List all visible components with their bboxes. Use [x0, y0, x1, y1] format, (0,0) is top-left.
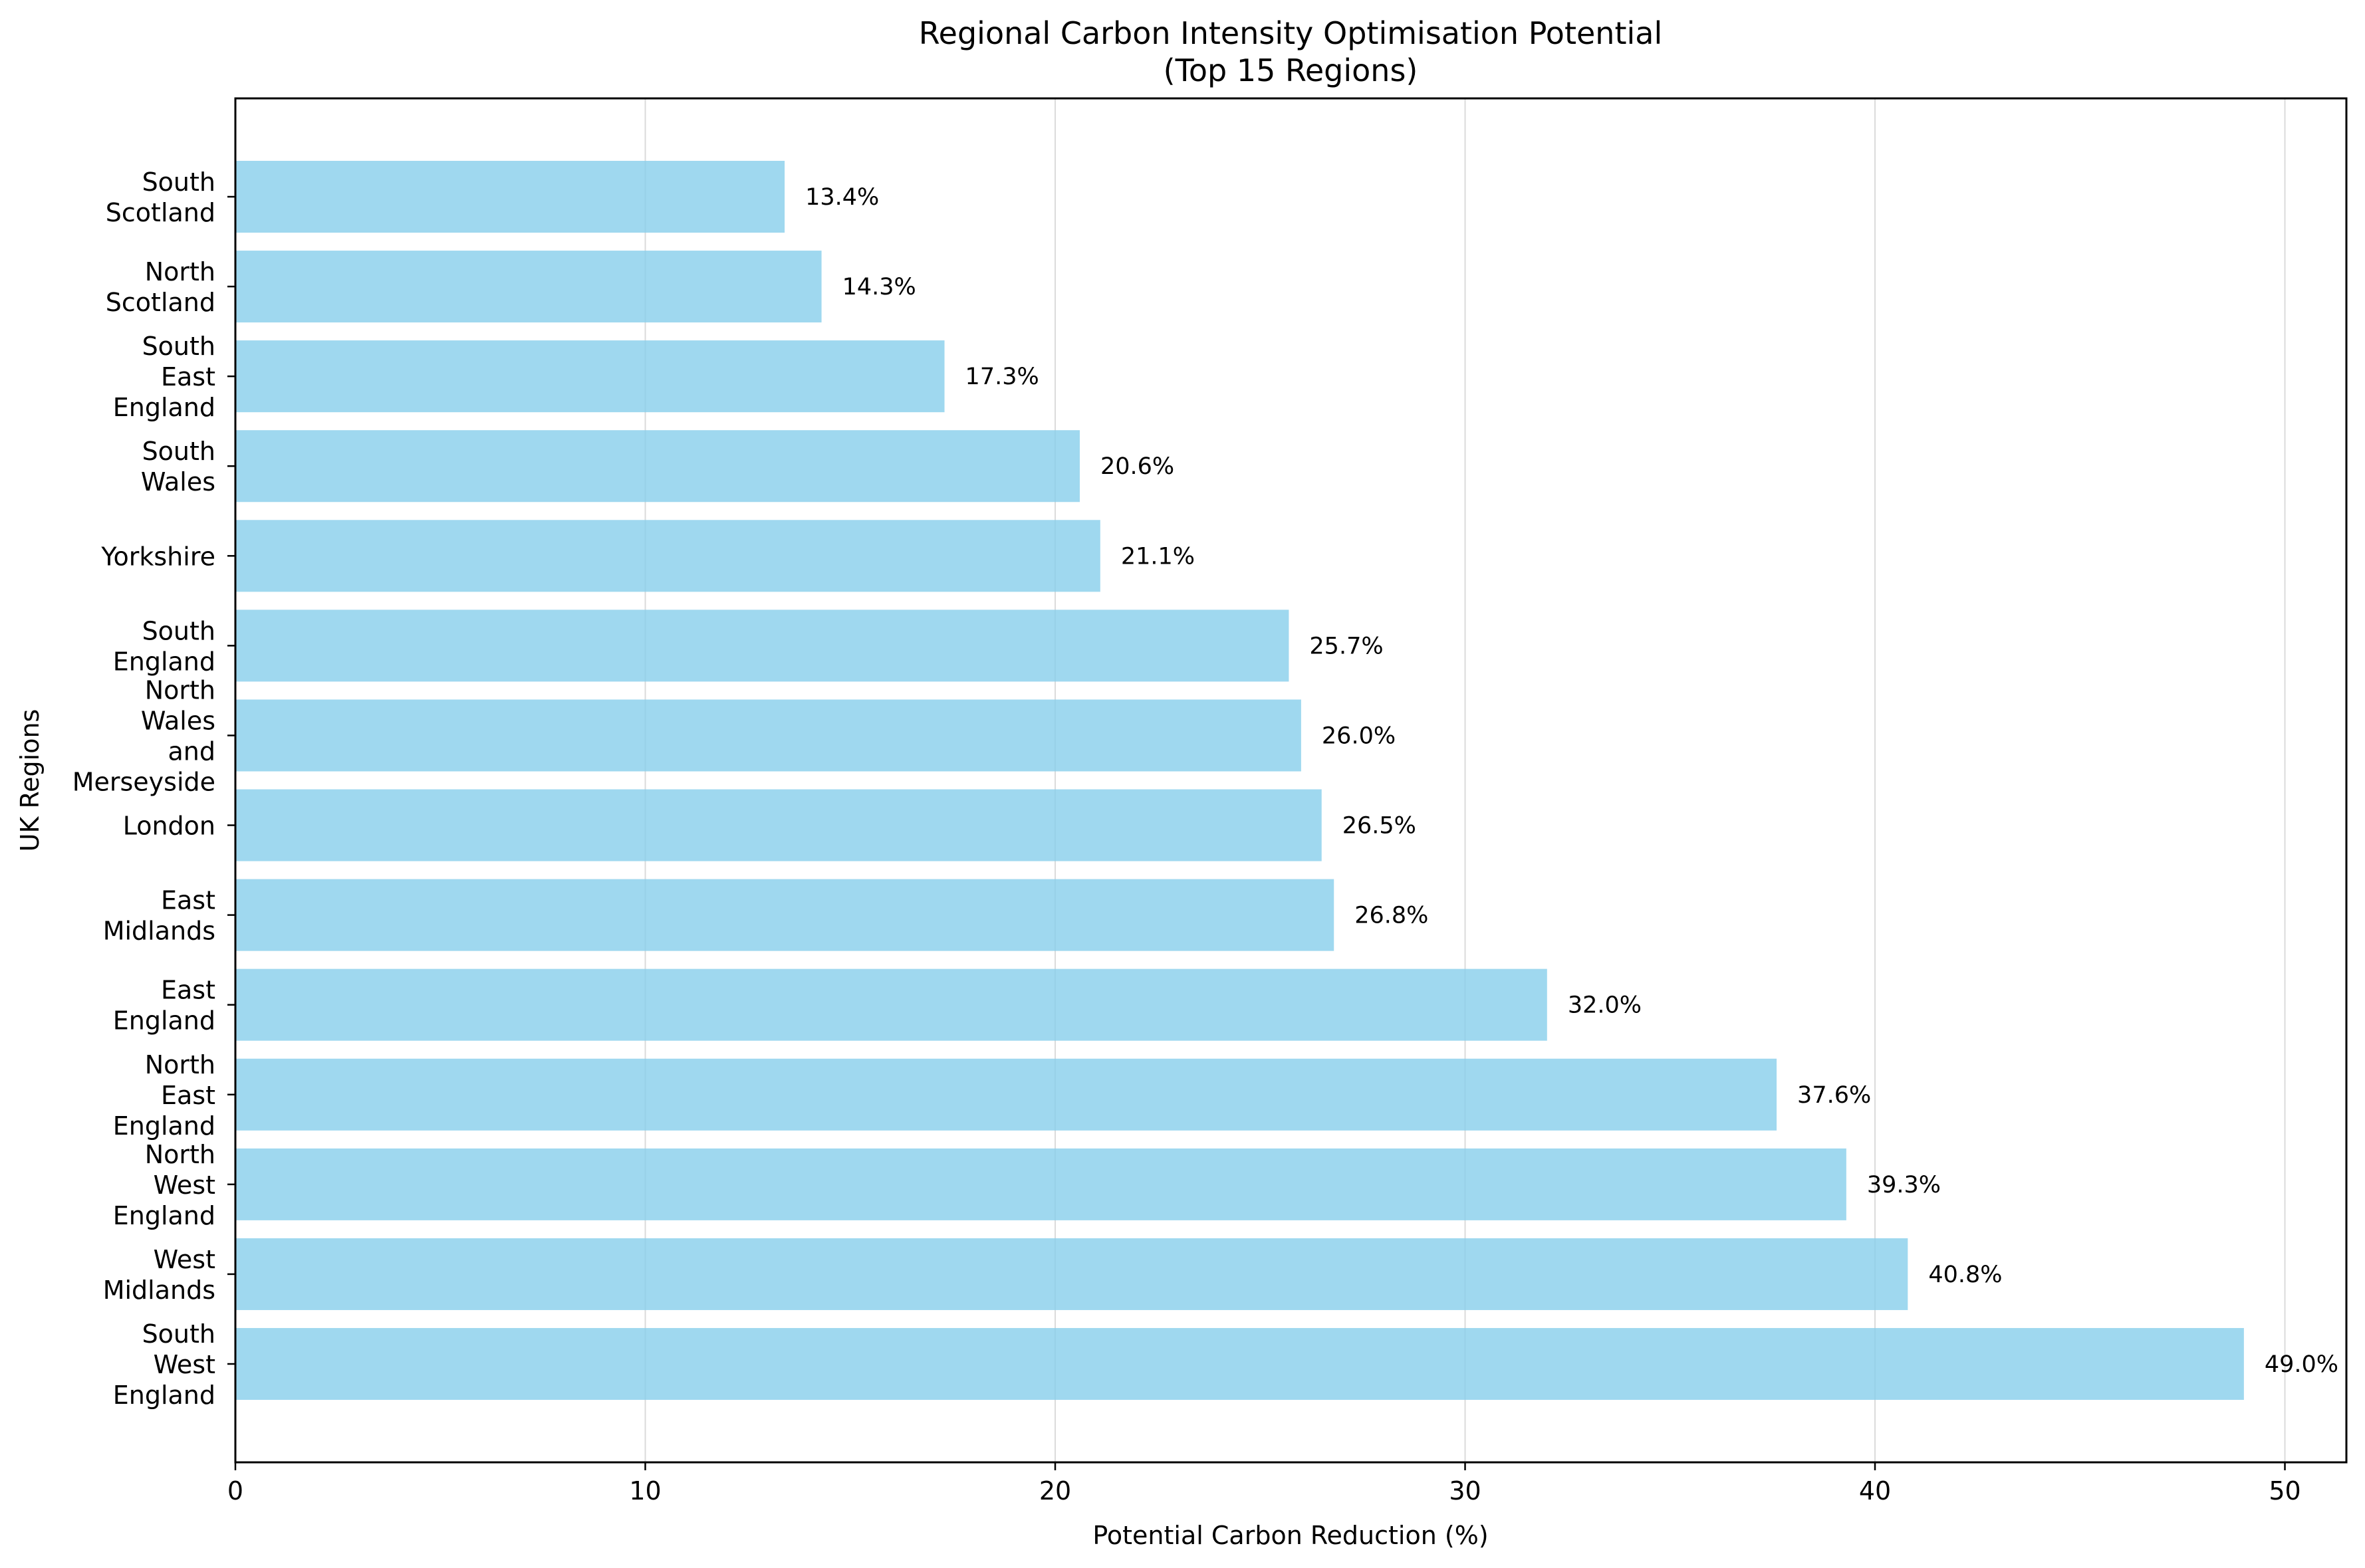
y-tick-label: North Scotland [106, 257, 215, 317]
bar-value-label: 14.3% [842, 274, 916, 300]
y-tick-label-line: West [154, 1350, 215, 1379]
y-tick-label: London [123, 812, 215, 841]
y-tick-label-line: Midlands [103, 917, 215, 946]
y-tick-label: South Scotland [106, 168, 215, 227]
x-axis-ticks: 0 10 20 30 40 50 [227, 1462, 2301, 1506]
y-tick-label: East Midlands [103, 886, 215, 946]
y-tick-label-line: and [168, 736, 216, 766]
bar [235, 430, 1080, 503]
x-tick-label: 0 [227, 1476, 243, 1506]
y-tick-label: North West England [113, 1140, 215, 1230]
y-tick-label-line: Midlands [103, 1276, 215, 1305]
bar [235, 789, 1322, 861]
y-tick-label-line: West [154, 1171, 215, 1200]
plot-frame [234, 97, 2348, 1464]
bar-value-label: 40.8% [1928, 1262, 2002, 1288]
y-tick-label-line: East [161, 362, 215, 392]
bar [235, 1327, 2244, 1400]
bar-value-label: 32.0% [1568, 992, 1642, 1019]
bar-value-label: 20.6% [1100, 453, 1174, 480]
bar-value-label: 26.0% [1322, 723, 1396, 749]
y-tick-label: North Wales and Merseyside [72, 675, 215, 796]
bar-value-label: 21.1% [1121, 543, 1195, 570]
bar-value-label: 17.3% [965, 364, 1039, 390]
bar-value-label: 25.7% [1309, 633, 1383, 659]
bar [235, 968, 1547, 1041]
y-tick-label-line: West [154, 1245, 215, 1274]
x-tick-label: 40 [1859, 1476, 1891, 1506]
y-tick-label: East England [113, 976, 215, 1036]
y-tick-label: South England [113, 616, 215, 676]
bar-value-label: 49.0% [2265, 1351, 2338, 1378]
bar [235, 340, 945, 413]
y-tick-label-line: London [123, 812, 215, 841]
y-tick-label-line: East [161, 976, 215, 1005]
bar [235, 1238, 1908, 1310]
bar [235, 160, 785, 233]
y-tick-label: Yorkshire [100, 542, 215, 571]
y-axis-label: UK Regions [15, 709, 45, 852]
bar [235, 251, 822, 323]
bar-value-label: 39.3% [1867, 1172, 1941, 1198]
y-tick-label-line: South [142, 332, 215, 361]
x-tick-label: 20 [1039, 1476, 1071, 1506]
chart-subtitle: (Top 15 Regions) [1164, 53, 1418, 88]
y-tick-label: South West England [113, 1319, 215, 1410]
y-tick-label: West Midlands [103, 1245, 215, 1305]
y-tick-label-line: England [113, 647, 215, 676]
y-tick-label-line: East [161, 886, 215, 915]
y-tick-label-line: Scotland [106, 198, 215, 227]
y-tick-label-line: North [145, 1050, 215, 1079]
bar [235, 520, 1100, 592]
y-tick-label-line: North [145, 675, 215, 705]
chart-title: Regional Carbon Intensity Optimisation P… [919, 15, 1662, 51]
bar-value-label: 26.8% [1354, 903, 1428, 929]
y-tick-label-line: North [145, 257, 215, 286]
y-tick-label-line: Merseyside [72, 767, 215, 796]
y-tick-label-line: England [113, 393, 215, 422]
y-tick-label: South East England [113, 332, 215, 422]
bar-value-label: 13.4% [805, 184, 879, 211]
y-tick-label-line: South [142, 616, 215, 645]
y-tick-label: South Wales [141, 437, 215, 497]
y-tick-label-line: Wales [141, 467, 215, 497]
bar-value-label: 37.6% [1797, 1082, 1871, 1109]
value-labels: 49.0% 40.8% 39.3% 37.6% 32.0% 26.8% 26.5% 26.0%… [805, 184, 2338, 1378]
bar [235, 699, 1301, 772]
y-tick-label-line: Scotland [106, 288, 215, 317]
y-tick-label-line: England [113, 1111, 215, 1141]
y-tick-label-line: North [145, 1140, 215, 1169]
bar-value-label: 26.5% [1342, 813, 1416, 840]
bar [235, 610, 1289, 682]
bar [235, 1058, 1777, 1131]
y-tick-label-line: East [161, 1081, 215, 1110]
bar [235, 879, 1334, 951]
y-tick-label-line: South [142, 437, 215, 466]
y-tick-label: North East England [113, 1050, 215, 1141]
bars [235, 160, 2244, 1400]
x-tick-label: 30 [1449, 1476, 1481, 1506]
y-tick-label-line: Wales [141, 706, 215, 735]
y-tick-label-line: England [113, 1381, 215, 1410]
y-tick-label-line: England [113, 1006, 215, 1036]
y-tick-label-line: England [113, 1201, 215, 1230]
y-tick-label-line: South [142, 168, 215, 197]
x-tick-label: 10 [629, 1476, 661, 1506]
y-tick-label-line: Yorkshire [100, 542, 215, 571]
x-tick-label: 50 [2269, 1476, 2301, 1506]
bar [235, 1148, 1846, 1220]
x-axis-label: Potential Carbon Reduction (%) [1092, 1521, 1488, 1550]
y-tick-label-line: South [142, 1319, 215, 1349]
